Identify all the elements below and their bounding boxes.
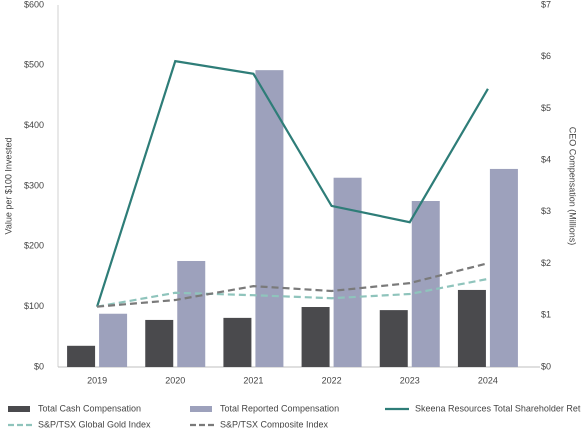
bar xyxy=(379,310,408,367)
y-tick-label: $300 xyxy=(24,180,44,190)
legend-label: Total Cash Compensation xyxy=(38,403,141,413)
y2-tick-label: $2 xyxy=(541,258,551,268)
x-tick-label: 2019 xyxy=(87,375,107,385)
y2-tick-label: $1 xyxy=(541,310,551,320)
bar xyxy=(457,289,486,367)
bar xyxy=(489,168,518,367)
y-axis-label: Value per $100 Invested xyxy=(3,138,13,235)
x-tick-label: 2024 xyxy=(478,375,498,385)
y-tick-label: $600 xyxy=(24,0,44,9)
bar xyxy=(177,260,206,367)
y2-tick-label: $4 xyxy=(541,155,551,165)
y-tick-label: $500 xyxy=(24,60,44,70)
x-tick-label: 2023 xyxy=(400,375,420,385)
y2-tick-label: $6 xyxy=(541,51,551,61)
y2-tick-label: $5 xyxy=(541,103,551,113)
y2-axis-label: CEO Compensation (Millions) xyxy=(568,127,578,246)
line-series xyxy=(96,277,489,308)
x-tick-label: 2022 xyxy=(322,375,342,385)
legend-swatch xyxy=(190,406,212,412)
bar xyxy=(255,70,284,367)
bar xyxy=(145,319,174,367)
y2-tick-label: $0 xyxy=(541,361,551,371)
bar xyxy=(99,313,128,367)
legend-label: Total Reported Compensation xyxy=(220,403,339,413)
y2-tick-label: $3 xyxy=(541,206,551,216)
x-tick-label: 2021 xyxy=(243,375,263,385)
x-tick-label: 2020 xyxy=(165,375,185,385)
bar xyxy=(411,200,440,367)
legend-label: Skeena Resources Total Shareholder Retur… xyxy=(415,403,581,413)
y-tick-label: $200 xyxy=(24,241,44,251)
y2-tick-label: $7 xyxy=(541,0,551,9)
bar xyxy=(67,345,96,367)
bar xyxy=(301,307,330,367)
line-series xyxy=(96,59,489,308)
legend-label: S&P/TSX Global Gold Index xyxy=(38,419,151,428)
y-tick-label: $400 xyxy=(24,120,44,130)
y-tick-label: $100 xyxy=(24,301,44,311)
legend-swatch xyxy=(8,406,30,412)
legend-label: S&P/TSX Composite Index xyxy=(220,419,329,428)
y-tick-label: $0 xyxy=(34,361,44,371)
bar xyxy=(223,317,252,367)
